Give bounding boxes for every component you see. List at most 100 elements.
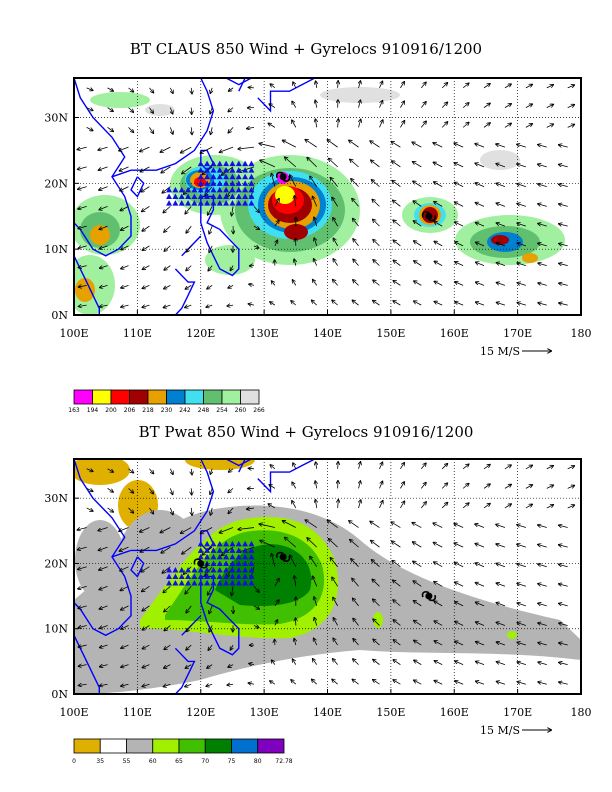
axis-ticks-top: 100E 110E 120E 130E 140E 150E 160E 170E 180 0N 10N… (44, 112, 591, 341)
wind-vector (412, 522, 422, 528)
wind-vector (119, 166, 129, 171)
wind-vector (441, 463, 448, 470)
wind-vector (537, 564, 547, 568)
wind-vector (128, 127, 134, 132)
wind-vector (558, 184, 568, 187)
gyreloc-triangle (191, 200, 198, 206)
wind-vector (393, 280, 401, 286)
coastline (174, 647, 196, 695)
wind-vector (558, 204, 568, 207)
wind-vector (310, 556, 318, 567)
wind-vector (338, 118, 339, 128)
gyreloc-triangle (229, 193, 236, 199)
wind-vector (567, 466, 575, 470)
x-tick-label: 180 (571, 327, 592, 340)
wind-vector (330, 557, 338, 567)
wind-vector (462, 83, 469, 89)
wind-vector (120, 605, 129, 610)
gyreloc-triangle (191, 186, 198, 193)
wind-vector (119, 566, 129, 571)
wind-vector (462, 503, 469, 509)
coastline (200, 195, 240, 277)
y-tick-label: 10N (44, 623, 68, 636)
wind-vector (372, 579, 380, 587)
gyreloc-triangle (210, 560, 217, 566)
wind-vector (78, 665, 87, 667)
wind-vector (434, 241, 443, 247)
wind-vector (413, 640, 422, 646)
wind-vector (316, 81, 317, 88)
wind-vector (99, 225, 108, 229)
wind-vector (371, 559, 380, 568)
wind-vector (420, 82, 426, 89)
wind-vector (454, 582, 464, 587)
gyreloc-triangle (210, 193, 217, 199)
wind-vector (170, 87, 173, 94)
wind-vector (268, 123, 276, 128)
wind-vector (206, 285, 213, 289)
wind-vector (142, 605, 150, 611)
wind-vector (516, 564, 526, 568)
wind-vector (98, 546, 108, 550)
wind-vector (332, 300, 338, 306)
wind-vector (371, 179, 380, 187)
gyreloc-triangle (223, 167, 230, 173)
colorbar-label: 230 (161, 407, 173, 414)
wind-vector (475, 242, 485, 247)
wind-vector (475, 183, 485, 187)
wind-vector (433, 162, 443, 168)
wind-vectors-bottom (77, 461, 575, 687)
gyreloc-triangle (210, 566, 217, 573)
wind-vector (313, 258, 318, 266)
wind-vector (517, 223, 526, 227)
wind-vector (210, 468, 212, 475)
coastline (238, 458, 246, 473)
gyreloc-triangle (248, 566, 255, 573)
wind-vector (139, 527, 150, 533)
colorbar-label: 163 (68, 407, 80, 414)
gyreloc-triangle (216, 167, 223, 173)
wind-vector (86, 88, 94, 91)
coastline (225, 77, 252, 86)
wind-vector (78, 285, 87, 287)
wind-vector (164, 245, 171, 252)
wind-vector (333, 258, 338, 266)
wind-vector (413, 281, 422, 286)
y-tick-label: 30N (44, 112, 68, 125)
wind-vector (142, 225, 150, 231)
vector-scale-top: 15 M/S (480, 345, 552, 358)
wind-vector (120, 644, 129, 648)
claus-field-top (74, 87, 565, 315)
gyreloc-triangle (223, 553, 230, 560)
wind-vector (98, 166, 108, 171)
wind-vector (370, 521, 380, 528)
wind-vector (191, 507, 192, 516)
wind-vector (313, 638, 318, 646)
colorbar-swatch (73, 738, 101, 754)
wind-vector (332, 679, 338, 685)
wind-vector (433, 201, 443, 207)
wind-vector (475, 661, 485, 665)
wind-vector (537, 184, 547, 188)
wind-vector (274, 198, 280, 207)
wind-vector (107, 488, 114, 492)
wind-vector (525, 485, 533, 489)
wind-vector (128, 87, 134, 92)
wind-vector (434, 261, 443, 266)
wind-vector (558, 564, 568, 567)
gyreloc-triangle (235, 200, 242, 206)
gyreloc-triangle (185, 193, 192, 199)
gyreloc-triangle (235, 547, 242, 553)
wind-vector (567, 505, 575, 509)
gyreloc-triangle (223, 547, 230, 553)
wind-vector (185, 664, 192, 669)
wind-vector (525, 465, 533, 470)
gyreloc-triangle (235, 553, 242, 560)
gridlines-top (74, 78, 581, 315)
wind-vector (269, 681, 276, 685)
wind-vector (228, 107, 234, 112)
wind-vector (454, 523, 464, 528)
colorbar-label: 248 (198, 407, 210, 414)
wind-vector (359, 119, 361, 128)
wind-vector (78, 305, 87, 306)
